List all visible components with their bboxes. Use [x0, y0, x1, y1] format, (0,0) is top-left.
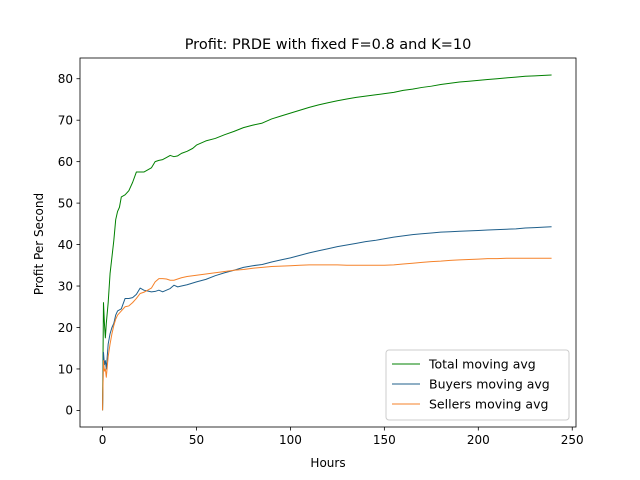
y-tick-label: 80: [58, 72, 73, 86]
y-tick-label: 40: [58, 238, 73, 252]
y-tick-label: 30: [58, 279, 73, 293]
axes-frame: [79, 57, 577, 428]
y-tick-label: 70: [58, 113, 73, 127]
legend-frame: [385, 349, 570, 421]
y-tick-label: 10: [58, 362, 73, 376]
legend: Total moving avg Buyers moving avg Sellers…: [385, 349, 570, 421]
x-tick-label: 200: [467, 433, 490, 447]
y-tick-label: 20: [58, 321, 73, 335]
x-tick-label: 150: [373, 433, 396, 447]
y-tick-label: 50: [58, 196, 73, 210]
series-line-0: [102, 74, 552, 411]
y-axis-label: Profit Per Second: [32, 193, 46, 295]
plot-area: [79, 57, 577, 428]
series-line-2: [102, 257, 552, 411]
x-tick-label: 100: [279, 433, 302, 447]
legend-label-1: Buyers moving avg: [429, 377, 550, 392]
series-line-1: [102, 226, 552, 411]
y-tick-label: 0: [65, 404, 73, 418]
legend-label-2: Sellers moving avg: [429, 397, 548, 412]
x-tick-label: 50: [189, 433, 204, 447]
x-tick-label: 250: [561, 433, 584, 447]
legend-label-0: Total moving avg: [428, 357, 536, 372]
x-tick-label: 0: [99, 433, 107, 447]
chart-title: Profit: PRDE with fixed F=0.8 and K=10: [185, 37, 472, 53]
x-axis-label: Hours: [310, 456, 345, 470]
axis-ticks: 0 50 100 150 200 250 0 10 20 30 40 50 60 70 80: [58, 72, 584, 447]
y-tick-label: 60: [58, 155, 73, 169]
